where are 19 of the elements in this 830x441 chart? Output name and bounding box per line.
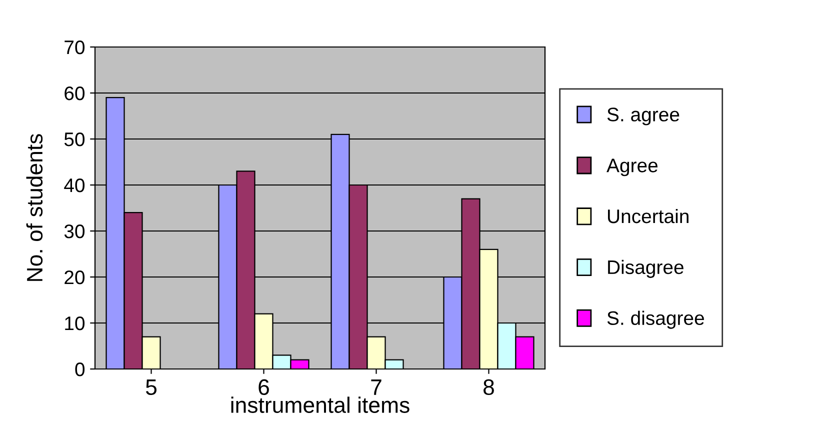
x-tick-label: 7 <box>371 380 382 395</box>
x-axis-title: instrumental items <box>231 396 410 413</box>
legend-label: S. agree <box>607 108 680 126</box>
y-tick-label: 10 <box>65 316 85 330</box>
x-tick-label: 8 <box>484 379 494 396</box>
legend-label: Disagree <box>608 260 684 278</box>
legend-label: S. disagree <box>607 310 704 329</box>
y-tick-label: 70 <box>64 40 85 54</box>
y-axis-title: No. of students <box>26 134 43 281</box>
y-tick-label: 40 <box>64 178 85 192</box>
legend-label: Uncertain <box>608 208 688 224</box>
y-tick-label: 0 <box>75 362 85 376</box>
x-tick-label: 6 <box>258 379 269 396</box>
legend-label: Agree <box>606 158 658 176</box>
x-tick-label: 5 <box>146 380 156 396</box>
y-tick-label: 20 <box>64 270 85 284</box>
y-tick-label: 60 <box>64 86 85 100</box>
y-tick-label: 50 <box>64 132 85 146</box>
y-tick-label: 30 <box>64 224 85 238</box>
